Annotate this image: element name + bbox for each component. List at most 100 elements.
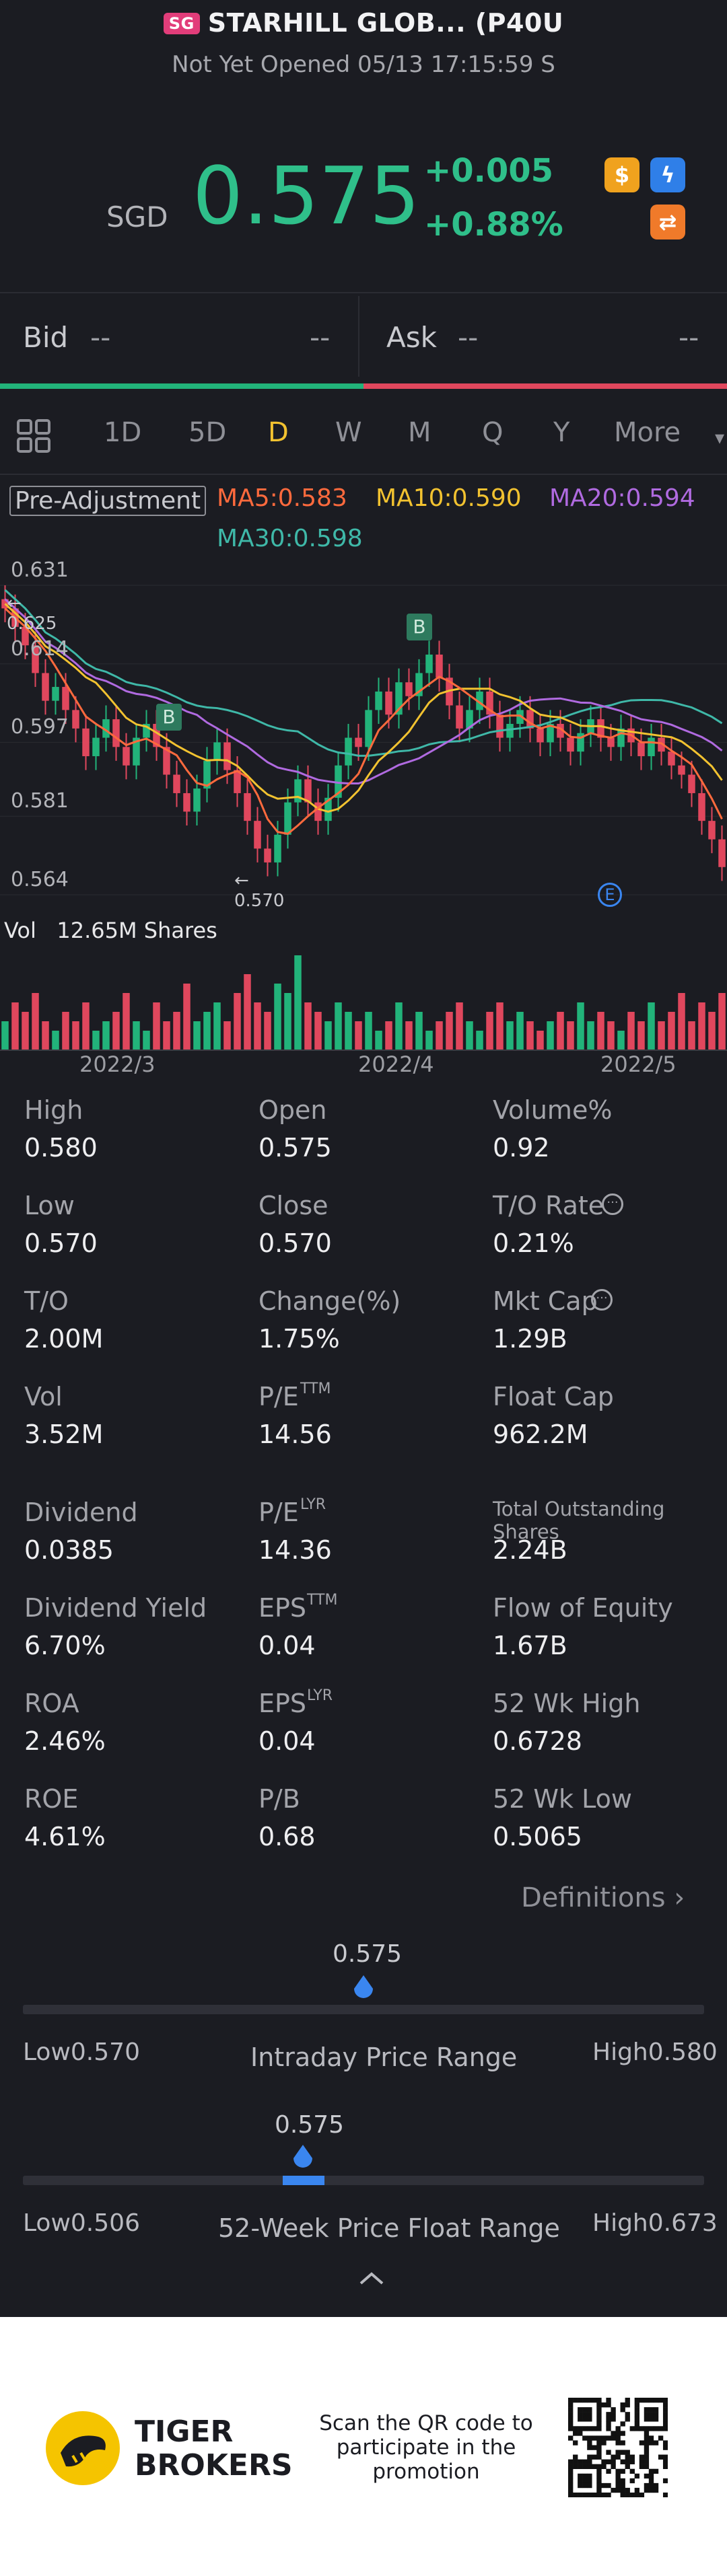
earnings-event-badge[interactable]: E xyxy=(598,883,622,907)
candle xyxy=(254,821,261,849)
qr-module xyxy=(653,2468,659,2474)
week52-low: Low0.506 xyxy=(23,2209,140,2237)
stat-label: P/B xyxy=(258,1784,300,1814)
qr-module xyxy=(578,2407,583,2413)
x-tick-label: 2022/5 xyxy=(600,1052,677,1077)
qr-module xyxy=(573,2459,578,2464)
qr-module xyxy=(596,2421,602,2427)
candle xyxy=(153,723,160,747)
tab-1d[interactable]: 1D xyxy=(104,417,142,448)
qr-module xyxy=(615,2473,621,2479)
week52-range-title: 52-Week Price Float Range xyxy=(218,2213,560,2243)
qr-module xyxy=(592,2426,597,2431)
pre-adjustment-toggle[interactable]: Pre-Adjustment xyxy=(9,486,207,516)
stat-label: Open xyxy=(258,1095,327,1125)
volume-bar xyxy=(62,1012,69,1050)
qr-module xyxy=(587,2417,592,2422)
qr-module xyxy=(601,2482,607,2489)
qr-module xyxy=(634,2398,640,2403)
qr-module xyxy=(620,2407,625,2413)
candlestick-chart[interactable] xyxy=(0,572,727,949)
qr-module xyxy=(615,2450,621,2455)
candle xyxy=(617,728,625,747)
qr-module xyxy=(644,2417,650,2422)
definitions-link[interactable]: Definitions › xyxy=(521,1882,685,1913)
dollar-icon[interactable]: $ xyxy=(604,157,639,192)
layout-grid-icon[interactable] xyxy=(16,418,51,453)
bid-ask-divider xyxy=(358,296,359,377)
qr-module xyxy=(606,2421,611,2427)
candle xyxy=(557,723,564,738)
stat-value: 0.0385 xyxy=(24,1535,114,1565)
volume-bar xyxy=(133,1021,140,1050)
candle xyxy=(547,723,554,743)
qr-module xyxy=(615,2435,621,2441)
qr-module xyxy=(578,2473,583,2479)
volume-bar xyxy=(607,1021,615,1050)
candle xyxy=(345,737,352,766)
qr-module xyxy=(620,2478,625,2484)
stat-value: 0.04 xyxy=(258,1726,316,1756)
qr-code[interactable] xyxy=(568,2398,668,2497)
qr-module xyxy=(568,2417,574,2422)
qr-module xyxy=(568,2492,574,2497)
info-icon[interactable]: ··· xyxy=(591,1289,613,1311)
tab-w[interactable]: W xyxy=(335,417,362,448)
qr-module xyxy=(644,2431,650,2436)
tab-m[interactable]: M xyxy=(408,417,431,448)
tab-y[interactable]: Y xyxy=(553,417,570,448)
buy-event-badge[interactable]: B xyxy=(156,704,182,731)
qr-module xyxy=(611,2435,616,2441)
qr-module xyxy=(615,2454,621,2460)
qr-module xyxy=(653,2417,659,2422)
candle xyxy=(22,626,29,646)
qr-module xyxy=(634,2473,640,2479)
qr-module xyxy=(625,2492,630,2497)
candle xyxy=(577,733,584,752)
qr-module xyxy=(620,2482,625,2489)
tab-d[interactable]: D xyxy=(268,417,289,448)
flash-icon[interactable]: ϟ xyxy=(650,157,685,192)
info-icon[interactable]: ··· xyxy=(602,1193,623,1215)
stat-value: 6.70% xyxy=(24,1631,106,1660)
qr-module xyxy=(634,2487,640,2493)
stock-title: SG STARHILL GLOB... (P40U xyxy=(0,8,727,38)
stat-value: 3.52M xyxy=(24,1420,104,1449)
qr-module xyxy=(634,2407,640,2413)
qr-module xyxy=(615,2426,621,2431)
volume-bar xyxy=(183,984,191,1050)
candle xyxy=(597,719,604,738)
chevron-up-icon[interactable] xyxy=(358,2270,385,2289)
qr-module xyxy=(644,2426,650,2431)
qr-module xyxy=(601,2440,607,2445)
stat-value: 0.575 xyxy=(258,1133,332,1163)
volume-bar xyxy=(223,1021,231,1050)
stat-label: Dividend Yield xyxy=(24,1593,207,1623)
qr-module xyxy=(582,2417,588,2422)
tab-more[interactable]: More xyxy=(614,417,681,448)
qr-module xyxy=(601,2402,607,2408)
volume-bar xyxy=(365,1012,372,1050)
tab-5d[interactable]: 5D xyxy=(188,417,227,448)
qr-module xyxy=(644,2412,650,2417)
qr-module xyxy=(606,2468,611,2474)
qr-module xyxy=(578,2492,583,2497)
volume-bar xyxy=(476,1031,483,1050)
candle xyxy=(173,774,180,793)
qr-module xyxy=(582,2426,588,2431)
candle xyxy=(708,821,716,840)
qr-module xyxy=(587,2398,592,2403)
volume-bar xyxy=(547,1021,554,1050)
qr-module xyxy=(625,2454,630,2460)
y-tick-label: 0.564 xyxy=(11,868,69,891)
switch-icon[interactable]: ⇄ xyxy=(650,205,685,240)
qr-module xyxy=(582,2398,588,2403)
chevron-down-icon[interactable]: ▾ xyxy=(715,427,725,449)
buy-event-badge[interactable]: B xyxy=(407,614,432,640)
qr-module xyxy=(587,2454,592,2460)
qr-module xyxy=(568,2487,574,2493)
promo-text: Scan the QR code to participate in the pro… xyxy=(319,2411,533,2484)
candle xyxy=(193,788,201,812)
candle xyxy=(425,654,433,673)
tab-q[interactable]: Q xyxy=(482,417,504,448)
